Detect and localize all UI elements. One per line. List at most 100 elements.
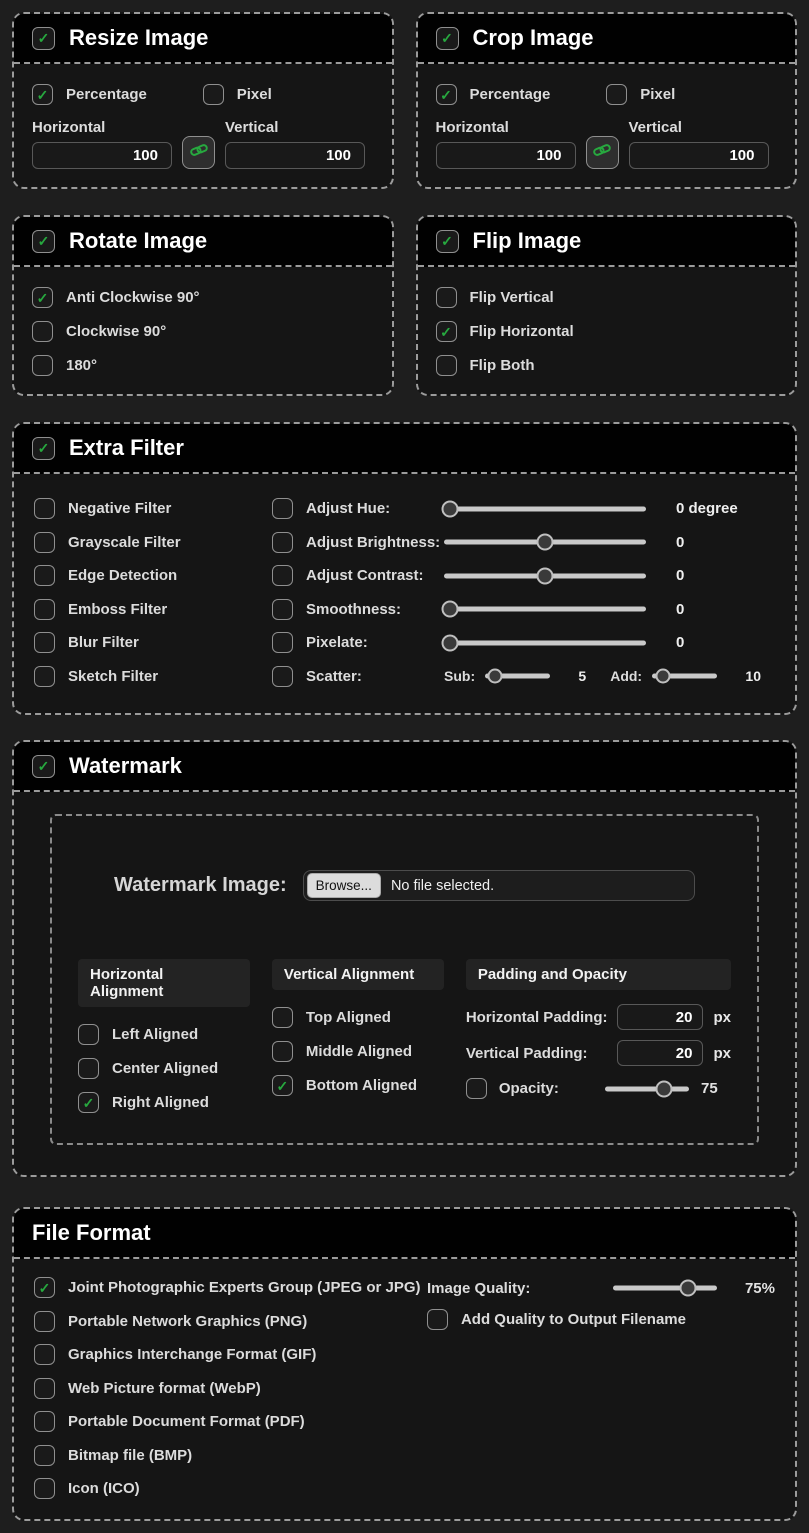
right-aligned-option[interactable]: ✓ Right Aligned	[78, 1092, 250, 1113]
left-aligned-checkbox[interactable]	[78, 1024, 99, 1045]
clockwise-checkbox[interactable]	[32, 321, 53, 342]
percentage-checkbox[interactable]: ✓	[435, 84, 457, 105]
slider-thumb[interactable]	[487, 668, 503, 684]
smoothness-slider[interactable]	[441, 600, 646, 618]
extra-filter-enable-checkbox[interactable]: ✓	[32, 436, 55, 460]
format-jpeg-option[interactable]: ✓ Joint Photographic Experts Group (JPEG…	[34, 1277, 427, 1298]
edge-detection-checkbox[interactable]	[34, 565, 55, 587]
flip-option-horizontal[interactable]: ✓ Flip Horizontal	[435, 321, 778, 342]
resize-vertical-input[interactable]	[225, 142, 365, 169]
rotate-option-anticlockwise[interactable]: ✓ Anti Clockwise 90°	[32, 287, 374, 308]
hue-slider[interactable]	[441, 500, 646, 518]
gif-checkbox[interactable]	[34, 1344, 55, 1365]
ico-checkbox[interactable]	[34, 1478, 55, 1499]
add-quality-checkbox[interactable]	[426, 1309, 448, 1330]
middle-aligned-checkbox[interactable]	[271, 1041, 293, 1062]
slider-thumb[interactable]	[536, 567, 554, 585]
filter-blur[interactable]: Blur Filter	[34, 632, 272, 654]
right-aligned-checkbox[interactable]: ✓	[78, 1092, 99, 1113]
middle-aligned-option[interactable]: Middle Aligned	[271, 1041, 444, 1062]
grayscale-filter-checkbox[interactable]	[34, 531, 55, 553]
scatter-checkbox[interactable]	[272, 665, 293, 687]
brightness-slider[interactable]	[444, 533, 646, 551]
adjust-brightness[interactable]: Adjust Brightness:	[272, 531, 444, 553]
adjust-contrast-checkbox[interactable]	[272, 565, 293, 587]
opacity-checkbox[interactable]	[465, 1078, 487, 1099]
crop-enable-checkbox[interactable]: ✓	[435, 26, 459, 50]
bmp-checkbox[interactable]	[34, 1444, 55, 1466]
filter-sketch[interactable]: Sketch Filter	[34, 665, 272, 687]
rotate-enable-checkbox[interactable]: ✓	[32, 229, 55, 253]
center-aligned-checkbox[interactable]	[78, 1058, 99, 1079]
adjust-contrast[interactable]: Adjust Contrast:	[272, 565, 444, 587]
watermark-enable-checkbox[interactable]: ✓	[32, 754, 55, 778]
slider-thumb[interactable]	[441, 600, 459, 618]
filter-negative[interactable]: Negative Filter	[34, 498, 272, 520]
slider-thumb[interactable]	[536, 533, 554, 551]
browse-button[interactable]: Browse...	[306, 873, 381, 898]
scatter-add-slider[interactable]	[652, 667, 718, 685]
crop-pixel-option[interactable]: Pixel	[606, 84, 777, 105]
crop-percentage-option[interactable]: ✓ Percentage	[435, 84, 607, 105]
crop-vertical-input[interactable]	[628, 142, 769, 169]
pixel-checkbox[interactable]	[606, 84, 628, 105]
webp-checkbox[interactable]	[34, 1377, 55, 1399]
resize-percentage-option[interactable]: ✓ Percentage	[32, 84, 203, 105]
left-aligned-option[interactable]: Left Aligned	[78, 1024, 250, 1045]
adjust-smoothness[interactable]: Smoothness:	[272, 598, 444, 620]
center-aligned-option[interactable]: Center Aligned	[78, 1058, 250, 1079]
adjust-scatter[interactable]: Scatter:	[272, 665, 444, 687]
opacity-slider[interactable]	[605, 1080, 689, 1098]
horizontal-padding-input[interactable]	[617, 1004, 704, 1030]
pixelate-checkbox[interactable]	[272, 632, 293, 654]
format-png-option[interactable]: Portable Network Graphics (PNG)	[34, 1310, 427, 1332]
resize-pixel-option[interactable]: Pixel	[202, 84, 374, 105]
flip-vertical-checkbox[interactable]	[435, 287, 457, 308]
adjust-pixelate[interactable]: Pixelate:	[272, 632, 444, 654]
scatter-sub-slider[interactable]	[485, 667, 551, 685]
slider-thumb[interactable]	[679, 1279, 697, 1297]
resize-horizontal-input[interactable]	[32, 142, 172, 169]
anticlockwise-checkbox[interactable]: ✓	[32, 287, 53, 308]
adjust-hue-checkbox[interactable]	[272, 498, 293, 520]
flip-option-both[interactable]: Flip Both	[435, 355, 778, 376]
filter-edge[interactable]: Edge Detection	[34, 565, 272, 587]
format-pdf-option[interactable]: Portable Document Format (PDF)	[34, 1411, 427, 1432]
pixelate-slider[interactable]	[441, 634, 646, 652]
contrast-slider[interactable]	[444, 567, 646, 585]
jpeg-checkbox[interactable]: ✓	[34, 1277, 55, 1298]
adjust-brightness-checkbox[interactable]	[272, 531, 293, 553]
rotate-option-180[interactable]: 180°	[32, 355, 374, 376]
flip-horizontal-checkbox[interactable]: ✓	[435, 321, 457, 342]
slider-thumb[interactable]	[655, 1080, 673, 1097]
negative-filter-checkbox[interactable]	[34, 498, 55, 520]
format-gif-option[interactable]: Graphics Interchange Format (GIF)	[34, 1344, 427, 1365]
pixel-checkbox[interactable]	[202, 84, 224, 105]
rotate-option-clockwise[interactable]: Clockwise 90°	[32, 321, 374, 342]
filter-grayscale[interactable]: Grayscale Filter	[34, 531, 272, 553]
emboss-filter-checkbox[interactable]	[34, 598, 55, 620]
smoothness-checkbox[interactable]	[272, 598, 293, 620]
flip-option-vertical[interactable]: Flip Vertical	[435, 287, 778, 308]
vertical-padding-input[interactable]	[617, 1040, 704, 1066]
pdf-checkbox[interactable]	[34, 1411, 55, 1432]
flip-both-checkbox[interactable]	[435, 355, 457, 376]
format-webp-option[interactable]: Web Picture format (WebP)	[34, 1377, 427, 1399]
filter-emboss[interactable]: Emboss Filter	[34, 598, 272, 620]
resize-enable-checkbox[interactable]: ✓	[32, 26, 55, 50]
adjust-hue[interactable]: Adjust Hue:	[272, 498, 444, 520]
format-bmp-option[interactable]: Bitmap file (BMP)	[34, 1444, 427, 1466]
add-quality-option[interactable]: Add Quality to Output Filename	[426, 1309, 775, 1330]
watermark-file-input[interactable]: Browse... No file selected.	[302, 870, 695, 901]
png-checkbox[interactable]	[34, 1310, 55, 1332]
slider-thumb[interactable]	[441, 500, 459, 518]
image-quality-slider[interactable]	[612, 1279, 717, 1297]
flip-enable-checkbox[interactable]: ✓	[435, 229, 459, 253]
top-aligned-checkbox[interactable]	[271, 1007, 293, 1028]
slider-thumb[interactable]	[441, 634, 459, 652]
rotate-180-checkbox[interactable]	[32, 355, 53, 376]
crop-horizontal-input[interactable]	[435, 142, 576, 169]
bottom-aligned-checkbox[interactable]: ✓	[271, 1075, 293, 1096]
top-aligned-option[interactable]: Top Aligned	[271, 1007, 444, 1028]
crop-link-button[interactable]	[585, 136, 619, 169]
